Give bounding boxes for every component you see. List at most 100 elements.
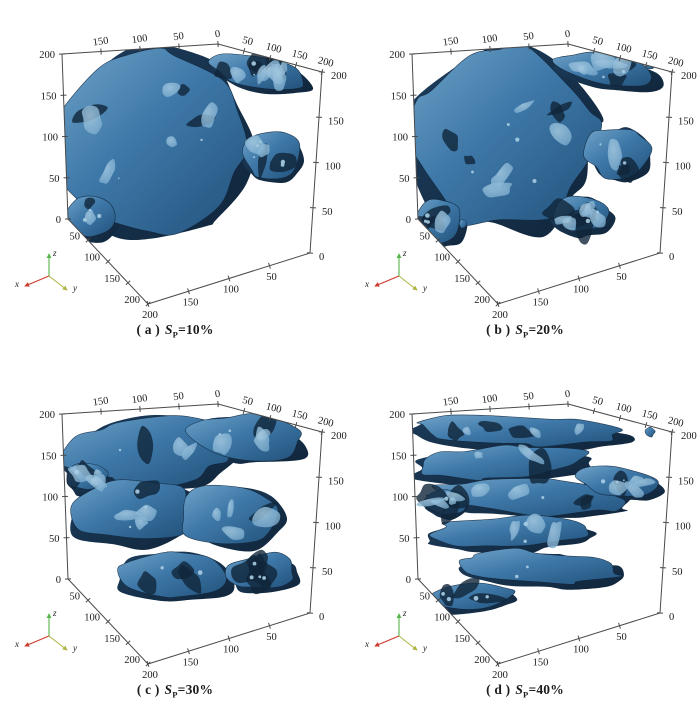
- caption-value: =40%: [528, 682, 564, 697]
- caption-symbol: SP: [164, 682, 178, 700]
- tick-label: 50: [266, 272, 277, 283]
- triad-axis-x: [24, 275, 50, 287]
- blob-speck: [523, 539, 527, 543]
- tick-label: 100: [675, 522, 691, 533]
- blob-crevice: [137, 571, 157, 595]
- blob-crevice: [546, 101, 572, 116]
- blob-highlight: [162, 82, 181, 98]
- blob-speck: [118, 448, 122, 452]
- blob-surface: [458, 547, 623, 585]
- tick-mark: [268, 622, 271, 629]
- tick-label: 0: [319, 612, 324, 623]
- tick-label: 100: [265, 41, 283, 55]
- tick-mark: [618, 414, 622, 422]
- tick-label: 150: [41, 91, 57, 102]
- tick-mark: [146, 300, 150, 308]
- tick-mark: [618, 262, 621, 269]
- blob-speck: [228, 429, 232, 433]
- tick-mark: [475, 640, 481, 646]
- tick-label: 50: [672, 207, 683, 218]
- tick-label: 50: [420, 231, 431, 242]
- triad-label-y: y: [72, 643, 77, 653]
- tick-label: 50: [173, 31, 185, 43]
- tick-label: 100: [392, 133, 408, 144]
- tick-label: 50: [616, 632, 627, 643]
- blob-crevice: [84, 197, 96, 210]
- blob-crevice: [66, 470, 81, 490]
- blob-highlight: [624, 481, 644, 498]
- blob-highlight: [631, 478, 656, 488]
- tick-label: 0: [669, 252, 674, 263]
- blob-highlight: [574, 423, 585, 435]
- blob-speck: [425, 213, 430, 218]
- tick-mark: [592, 47, 596, 55]
- blob-speck: [256, 144, 259, 147]
- tick-mark: [294, 421, 298, 429]
- tick-mark: [187, 648, 190, 655]
- blob-highlight: [245, 135, 266, 155]
- tick-label: 100: [42, 493, 58, 504]
- caption-index: ( c ): [136, 682, 160, 697]
- blob-highlight: [166, 136, 178, 148]
- tick-mark: [85, 237, 91, 243]
- tick-label: 50: [616, 272, 627, 283]
- blob-speck: [97, 213, 102, 219]
- blob-speck: [622, 161, 627, 165]
- caption-symbol: SP: [164, 322, 179, 340]
- tick-mark: [496, 300, 500, 308]
- tick-label: 50: [420, 591, 431, 602]
- tick-label: 200: [331, 431, 347, 442]
- tick-label: 100: [325, 162, 341, 173]
- tick-label: 150: [92, 395, 109, 408]
- caption-value: =20%: [528, 322, 564, 337]
- caption-symbol: SP: [515, 682, 529, 700]
- blob-highlight: [416, 497, 446, 507]
- panel-caption-d: ( d ) SP=40%: [350, 682, 700, 700]
- blob-speck: [596, 210, 599, 214]
- tick-label: 150: [641, 48, 659, 62]
- blob-highlight: [529, 427, 541, 439]
- tick-label: 100: [615, 401, 633, 415]
- tick-label: 200: [331, 71, 347, 82]
- blob-highlight: [508, 483, 530, 500]
- tick-label: 200: [39, 410, 55, 421]
- tick-label: 200: [667, 415, 685, 429]
- triad-label-y: y: [422, 643, 427, 653]
- tick-label: 150: [104, 634, 120, 645]
- triad-axis-y: [398, 275, 418, 291]
- tick-mark: [105, 259, 111, 264]
- tick-label: 150: [291, 408, 309, 422]
- isosurface-blobs: [62, 44, 314, 243]
- blob-speck: [602, 75, 605, 79]
- blob-highlight: [471, 483, 490, 497]
- tick-label: 100: [573, 645, 589, 656]
- blob-highlight: [434, 210, 451, 234]
- blob-highlight: [581, 200, 596, 218]
- caption-value: =10%: [178, 322, 214, 337]
- tick-label: 50: [70, 591, 81, 602]
- tick-label: 100: [84, 613, 100, 624]
- blob-speck: [526, 565, 529, 569]
- tick-label: 200: [317, 415, 335, 429]
- caption-index: ( a ): [136, 322, 160, 337]
- blob-highlight: [221, 526, 245, 540]
- blob-speck: [532, 179, 537, 183]
- blob-highlight: [84, 474, 108, 492]
- tick-mark: [268, 414, 272, 422]
- tick-label: 0: [214, 29, 221, 41]
- tick-mark: [592, 407, 596, 415]
- triad-label-z: z: [52, 608, 57, 618]
- tick-label: 150: [678, 476, 694, 487]
- panel-a: 0 50 100 150 200 150 100 50 0 50 100 150 200 200 150 10…: [0, 2, 350, 362]
- blob-highlight: [253, 426, 270, 452]
- tick-mark: [435, 237, 441, 243]
- tick-label: 150: [328, 476, 344, 487]
- blob-island: [412, 517, 414, 527]
- tick-label: 100: [434, 253, 450, 264]
- blob-speck: [200, 138, 203, 142]
- tick-label: 150: [328, 116, 344, 127]
- blob-highlight: [482, 182, 513, 198]
- tick-mark: [268, 262, 271, 269]
- tick-mark: [125, 640, 131, 646]
